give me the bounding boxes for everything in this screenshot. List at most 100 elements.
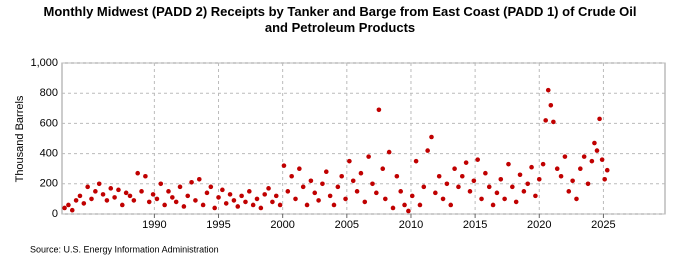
chart-title: Monthly Midwest (PADD 2) Receipts by Tan… — [43, 4, 637, 35]
point — [320, 181, 325, 187]
point — [308, 178, 314, 184]
point — [406, 208, 411, 214]
point — [394, 173, 400, 179]
point — [166, 189, 171, 194]
point — [386, 149, 392, 155]
point — [409, 193, 415, 199]
point — [331, 202, 337, 208]
x-tick-label: 2020 — [527, 219, 551, 231]
point — [143, 173, 148, 179]
point — [604, 167, 610, 173]
point — [131, 198, 137, 203]
point — [62, 205, 67, 211]
point — [513, 199, 519, 205]
point — [100, 192, 106, 197]
point — [293, 196, 298, 202]
point — [123, 190, 129, 196]
point — [592, 140, 597, 146]
point — [350, 178, 356, 184]
point — [602, 176, 607, 182]
point — [566, 189, 572, 194]
point — [193, 198, 198, 203]
point — [181, 204, 187, 209]
point — [540, 161, 546, 167]
point — [383, 196, 388, 202]
point — [177, 184, 183, 190]
point — [196, 176, 202, 182]
y-tick-label: 600 — [40, 117, 58, 129]
point — [529, 164, 534, 170]
point — [170, 195, 175, 200]
point — [139, 189, 144, 194]
point — [112, 195, 117, 200]
point — [135, 170, 140, 176]
source: Source: U.S. Energy Information Administ… — [30, 244, 219, 254]
point — [277, 202, 283, 208]
point — [597, 116, 602, 122]
point — [254, 196, 260, 202]
point — [585, 181, 591, 187]
point — [220, 187, 225, 193]
point — [425, 148, 430, 153]
point — [452, 166, 457, 171]
x-tick-label: 2000 — [270, 219, 294, 231]
point — [239, 193, 244, 199]
point — [467, 189, 473, 194]
point — [150, 192, 156, 197]
point — [370, 181, 375, 187]
point — [235, 204, 241, 209]
point — [429, 134, 434, 140]
point — [506, 161, 511, 167]
point — [517, 172, 523, 178]
point — [581, 154, 587, 159]
x-tick-label: 2015 — [463, 219, 487, 231]
point — [486, 184, 492, 190]
point — [354, 189, 360, 194]
point — [562, 154, 568, 159]
x-tick-label: 2010 — [399, 219, 423, 231]
point — [459, 173, 465, 179]
point — [417, 202, 423, 208]
point — [479, 196, 484, 202]
point — [594, 148, 600, 153]
point — [475, 157, 480, 162]
point — [343, 196, 348, 202]
point — [158, 181, 164, 187]
point — [247, 189, 252, 194]
point — [189, 179, 194, 185]
point — [494, 190, 500, 196]
point — [483, 170, 488, 176]
point — [456, 184, 461, 190]
point — [554, 166, 560, 171]
point — [440, 196, 446, 202]
point — [362, 199, 368, 205]
point — [89, 196, 94, 202]
point — [421, 184, 427, 190]
point — [185, 193, 191, 199]
point — [300, 184, 306, 190]
point — [558, 173, 564, 179]
point — [335, 184, 341, 190]
point — [323, 169, 329, 175]
point — [281, 163, 287, 168]
point — [327, 193, 333, 199]
point — [108, 186, 114, 191]
point — [154, 196, 160, 202]
y-tick-label: 200 — [40, 178, 58, 190]
point — [413, 158, 419, 164]
point — [289, 173, 294, 179]
point — [551, 119, 556, 125]
point — [490, 202, 496, 208]
point — [85, 184, 90, 190]
point — [104, 198, 110, 203]
point — [312, 190, 318, 196]
point — [444, 181, 450, 187]
point — [463, 160, 469, 165]
x-tick-label: 2005 — [335, 219, 359, 231]
point — [77, 193, 83, 199]
point — [285, 189, 291, 194]
point — [366, 154, 371, 159]
point — [146, 199, 152, 205]
point — [502, 196, 507, 202]
